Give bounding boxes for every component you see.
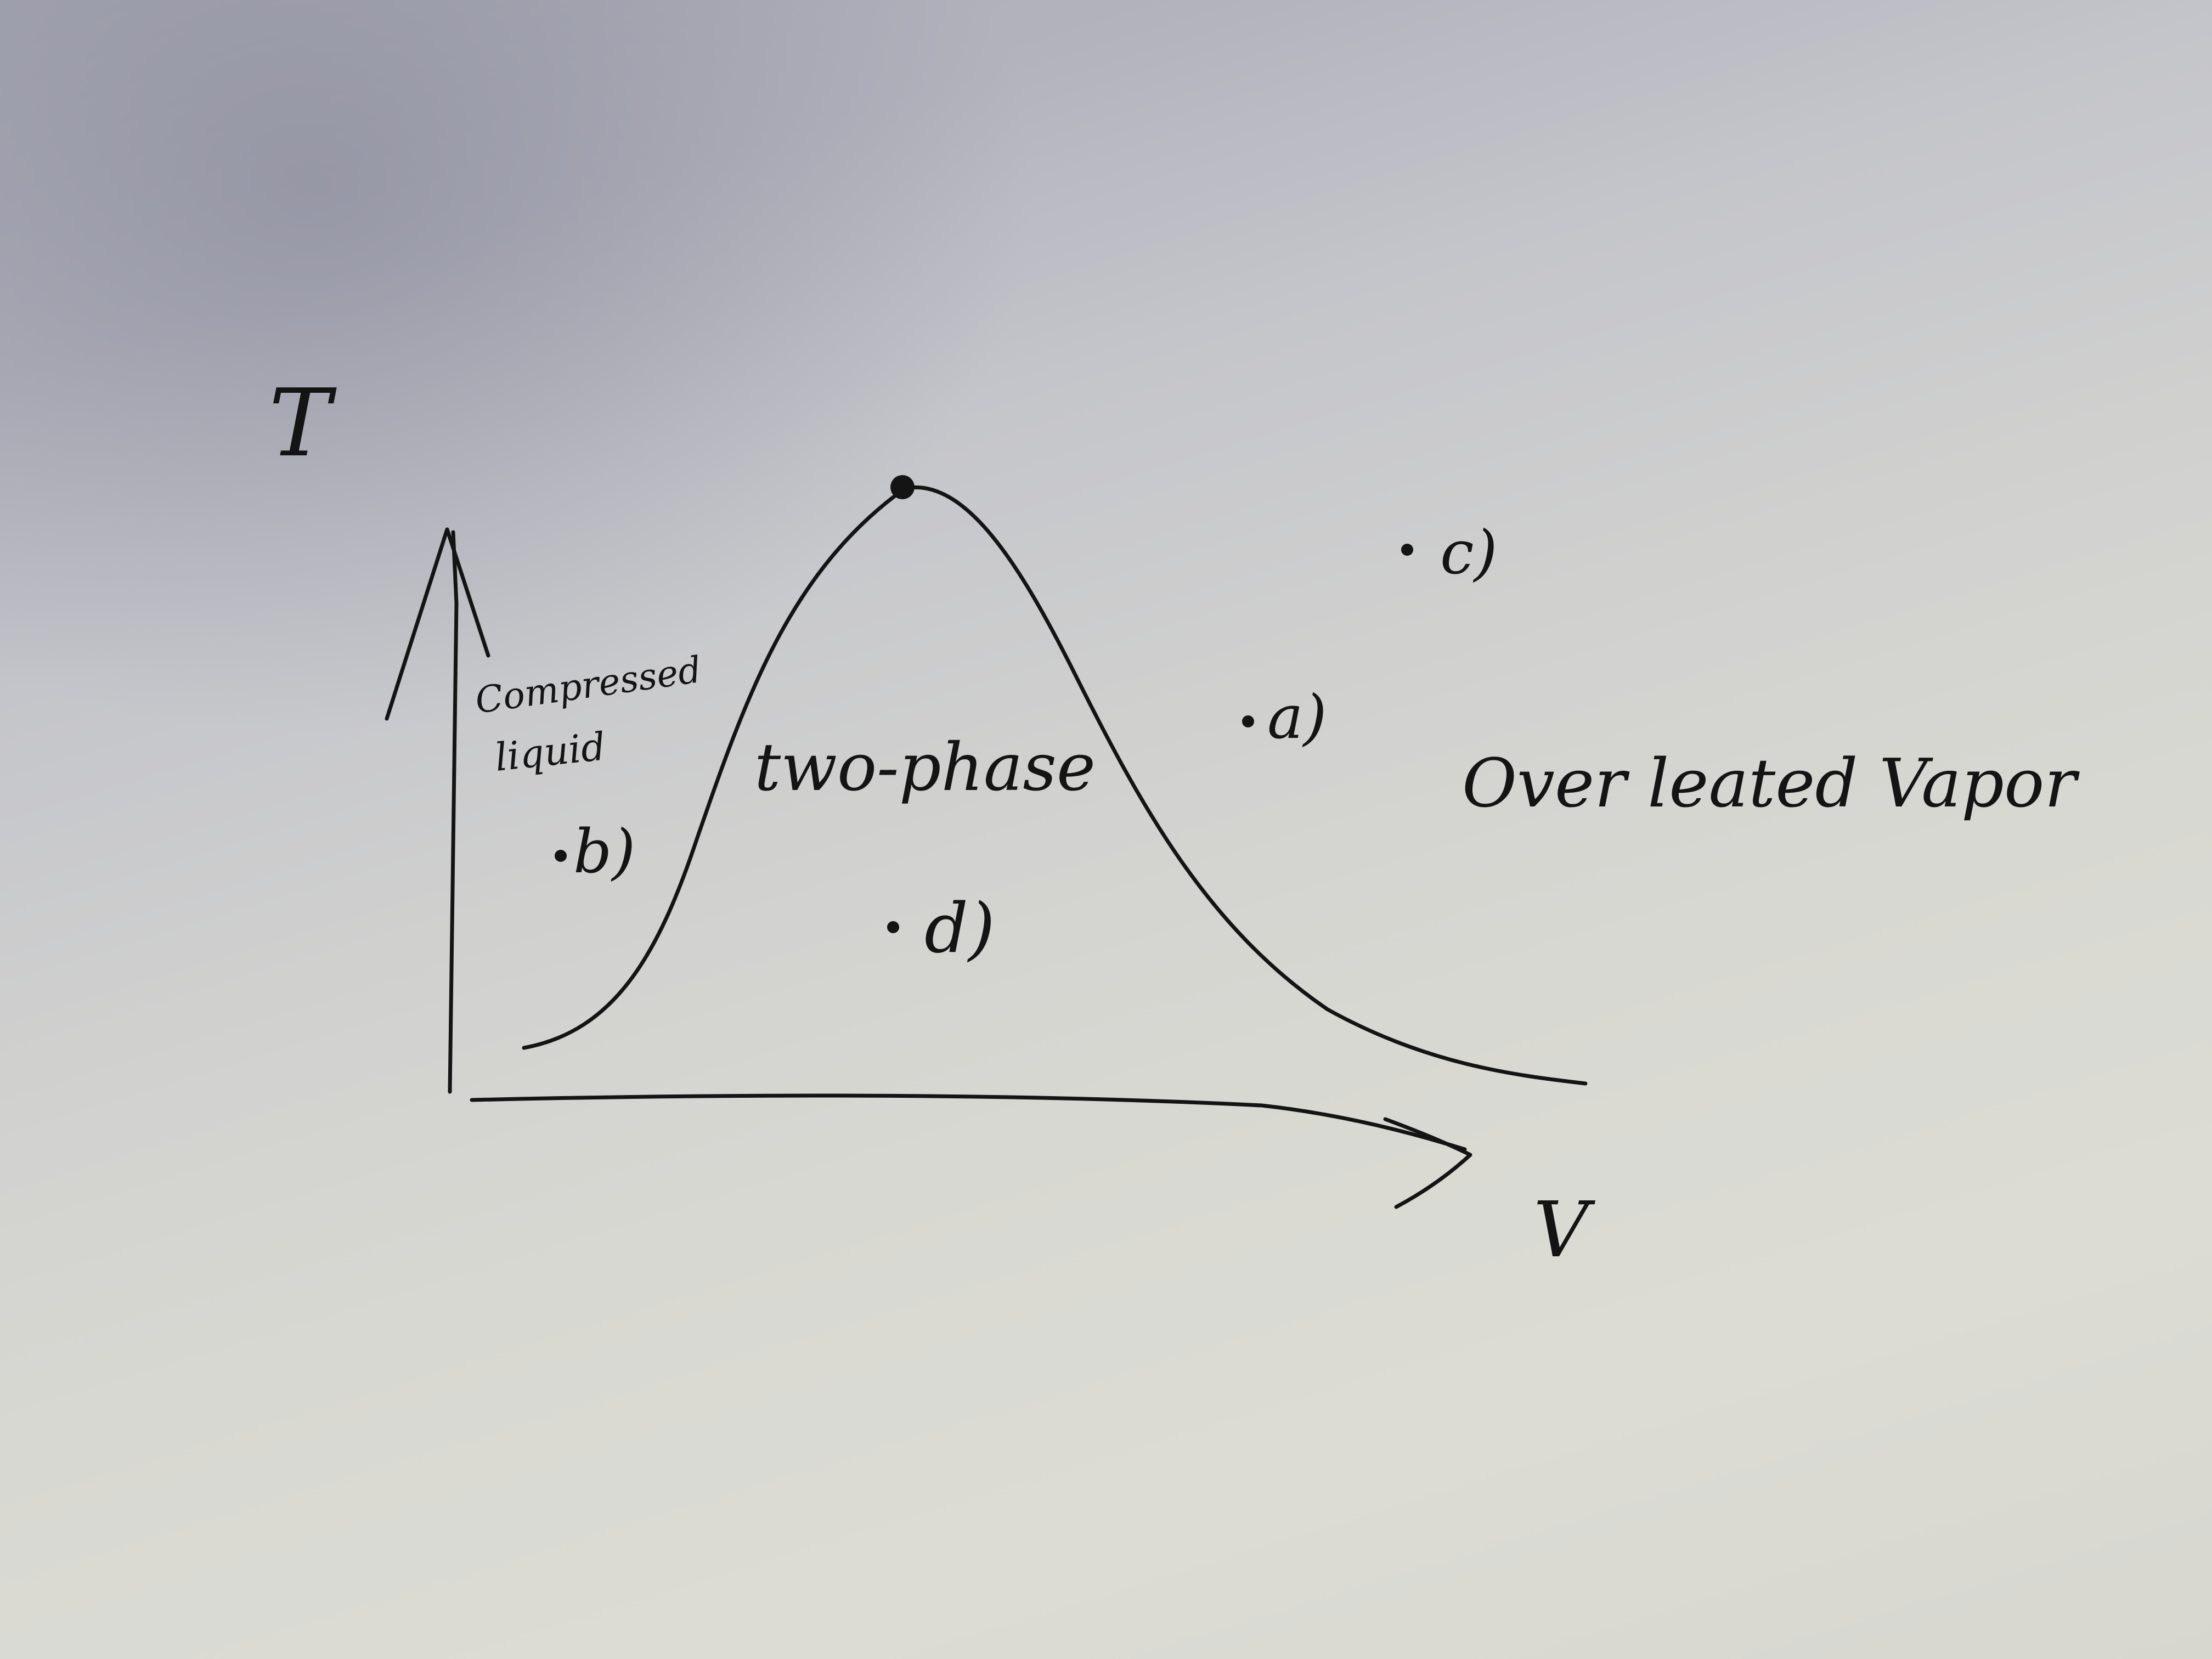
point-c-label: c): [1440, 517, 1498, 588]
y-axis-arrowhead: [385, 527, 490, 721]
x-axis-arrowhead: [1383, 1117, 1472, 1209]
y-axis-label: T: [269, 369, 337, 478]
overheated-vapor-label: Over leated Vapor: [1462, 744, 2080, 822]
point-a-label: a): [1267, 682, 1327, 752]
critical-point: [890, 475, 915, 499]
point-a-marker: [1242, 715, 1254, 727]
point-d-marker: [887, 921, 899, 933]
compressed-liquid-label-line2: liquid: [493, 724, 607, 780]
x-axis: [470, 1093, 1467, 1152]
y-axis: [448, 530, 459, 1094]
shadow-overlay: [0, 0, 1042, 741]
x-axis-label: V: [1533, 1186, 1596, 1275]
two-phase-label: two-phase: [754, 730, 1096, 806]
point-b-marker: [555, 850, 567, 862]
point-b-label: b): [573, 816, 635, 887]
saturation-curve: [522, 485, 1588, 1086]
point-d-label: d): [924, 889, 995, 968]
compressed-liquid-label-line1: Compressed: [473, 648, 704, 722]
point-c-marker: [1401, 544, 1413, 556]
